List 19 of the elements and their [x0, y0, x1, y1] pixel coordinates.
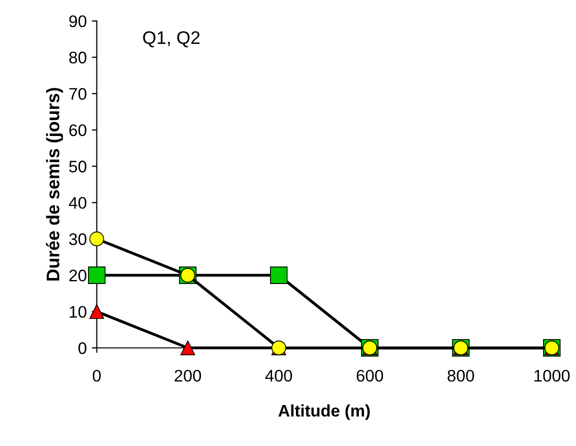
- y-tick-label: 90: [69, 15, 86, 28]
- y-tick-label: 10: [70, 306, 86, 318]
- y-tick-label: 70: [69, 88, 86, 100]
- x-tick-label: 400: [265, 370, 292, 382]
- y-tick-label: 0: [78, 342, 86, 354]
- y-axis-title: Durée de semis (jours): [46, 88, 63, 281]
- x-axis-title: Altitude (m): [278, 404, 370, 420]
- x-tick-label: 800: [448, 370, 474, 382]
- x-tick-label: 200: [174, 370, 202, 382]
- x-tick-label: 600: [356, 370, 384, 382]
- y-tick-label: 30: [69, 233, 86, 246]
- y-tick-label: 50: [69, 160, 86, 172]
- text: Q1, Q2: [143, 31, 200, 48]
- x-tick-label: 0: [92, 370, 101, 382]
- y-tick-label: 60: [69, 124, 86, 136]
- y-tick-label: 40: [68, 196, 86, 209]
- y-tick-label: 20: [69, 270, 86, 282]
- y-tick-label: 80: [69, 52, 86, 64]
- x-tick-label: 1000: [534, 370, 570, 382]
